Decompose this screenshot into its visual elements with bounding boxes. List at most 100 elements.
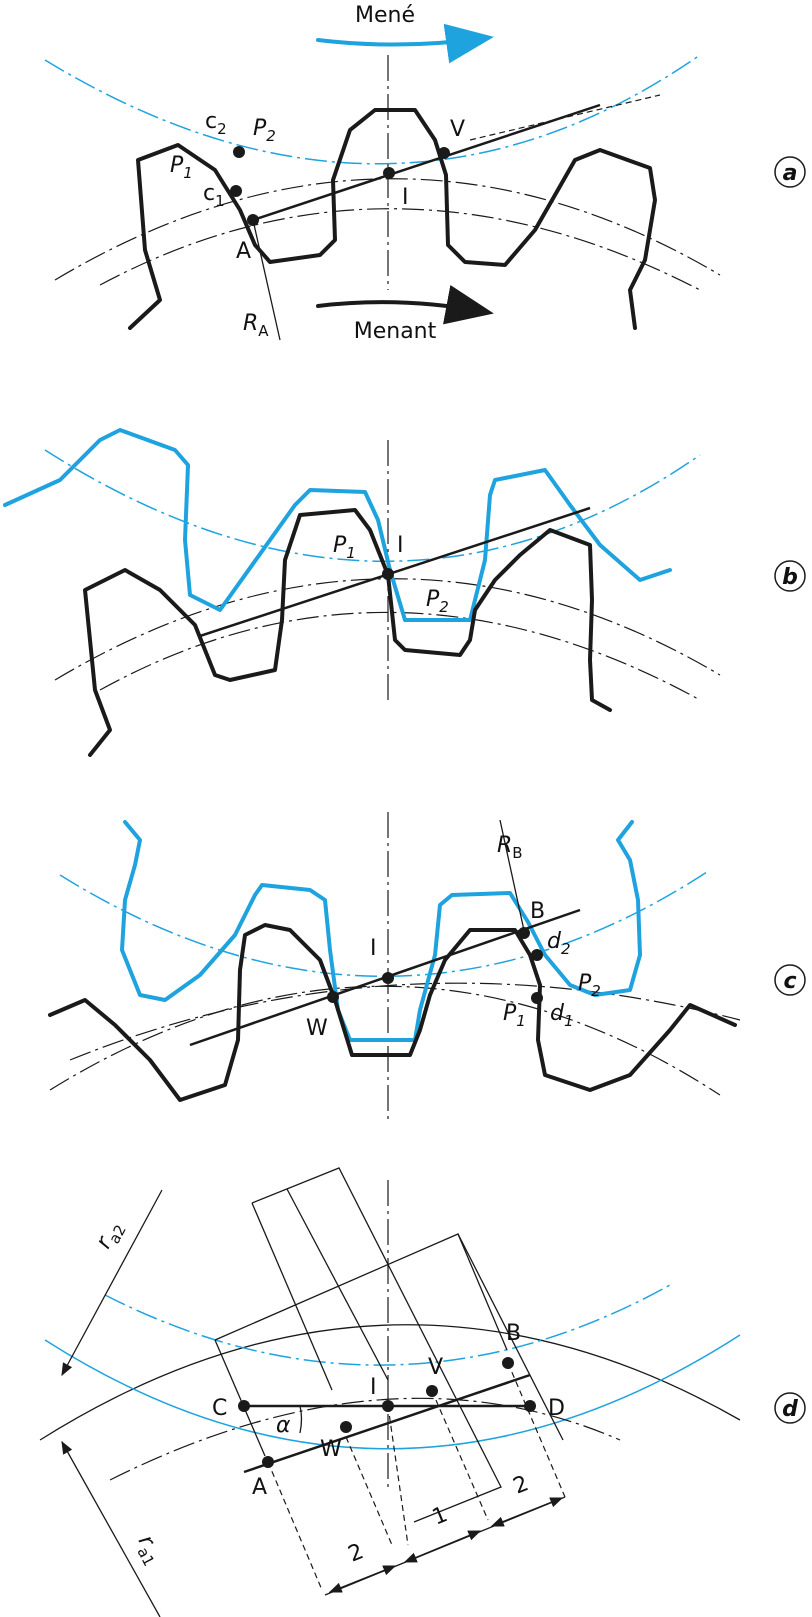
driven-label: Mené — [355, 3, 415, 28]
label-I-a: I — [402, 185, 409, 210]
driver-label: Menant — [354, 319, 437, 344]
point-d2 — [531, 949, 543, 961]
pinion-root-circle-b — [99, 611, 701, 701]
point-A-d — [262, 1456, 274, 1468]
label-P1-a: P1 — [170, 153, 193, 182]
label-c2: c2 — [205, 109, 227, 138]
dash-proj-B — [507, 1362, 566, 1498]
pinion-root-circle — [99, 208, 701, 291]
point-I-c — [382, 972, 394, 984]
projection-rect-1 — [251, 1167, 502, 1523]
wheel-teeth-b — [3, 428, 672, 622]
pinion-teeth-a — [128, 108, 657, 330]
line-of-action-ext-a — [469, 94, 661, 141]
point-D — [524, 1400, 536, 1412]
point-C — [238, 1400, 250, 1412]
dash-proj-A — [267, 1461, 323, 1591]
line-of-action-d — [243, 1373, 531, 1474]
label-d2: d2 — [547, 929, 571, 958]
label-V-d: V — [428, 1355, 443, 1380]
label-A-a: A — [236, 239, 251, 264]
label-P1-c: P1 — [503, 1001, 526, 1030]
panel-label-a: a — [783, 161, 798, 186]
panel-a: Mené c2 P2 P1 c1 A I V RA Menant a — [44, 3, 806, 344]
point-B-d — [502, 1357, 514, 1369]
dash-proj-W — [345, 1436, 393, 1546]
wheel-pitch-circle — [44, 54, 701, 165]
panel-c: RB B I W d2 P2 P1 d1 c — [48, 812, 806, 1120]
pinion-teeth-b — [83, 508, 612, 757]
point-I-d — [382, 1400, 394, 1412]
label-P2-c: P2 — [578, 971, 601, 1000]
label-C: C — [212, 1396, 227, 1421]
dash-proj-I — [387, 1405, 409, 1546]
label-P2-a: P2 — [253, 116, 276, 145]
dim-label-2: 1 — [429, 1502, 451, 1530]
driven-arrow — [316, 23, 494, 64]
radius-ra1-line — [61, 1440, 161, 1617]
wheel-teeth-c — [120, 820, 642, 1042]
label-RA: RA — [243, 311, 269, 340]
projection-line-3 — [214, 1339, 266, 1457]
label-I-b: I — [397, 533, 404, 558]
point-W-d — [340, 1421, 352, 1433]
point-A-a — [247, 214, 259, 226]
dim-label-1: 2 — [345, 1539, 367, 1567]
point-B-c — [518, 927, 530, 939]
label-ra1: ra1 — [129, 1531, 168, 1569]
pinion-addendum-circle — [39, 1324, 741, 1441]
dim-arrow-3 — [490, 1497, 564, 1527]
alpha-arc — [299, 1405, 303, 1434]
label-d1: d1 — [550, 1001, 574, 1030]
wheel-pitch-circle-c — [59, 869, 711, 977]
panel-badge-c — [774, 964, 806, 996]
panel-d: 2 1 2 ra2 ra1 α C D I V B W A d — [39, 1167, 806, 1617]
point-d1 — [531, 992, 543, 1004]
point-W-c — [327, 991, 339, 1003]
wheel-pitch-circle-d — [104, 1284, 671, 1366]
point-c1 — [230, 185, 242, 197]
panel-label-b: b — [782, 565, 798, 590]
projection-line-1 — [251, 1202, 333, 1391]
panel-badge-b — [774, 560, 806, 592]
point-c2 — [233, 146, 245, 158]
dim-arrow-1 — [328, 1565, 397, 1593]
label-B-c: B — [530, 899, 545, 924]
point-I-a — [383, 167, 395, 179]
label-c1: c1 — [203, 181, 225, 210]
label-I-c: I — [370, 936, 377, 961]
wheel-addendum-circle — [44, 1334, 741, 1450]
point-V-d — [426, 1385, 438, 1397]
projection-line-4 — [457, 1233, 508, 1351]
pinion-root-circle-c — [69, 982, 741, 1061]
dim-arrow-2 — [403, 1530, 482, 1563]
label-I-d: I — [370, 1375, 377, 1400]
dash-proj-V — [431, 1390, 489, 1521]
label-P1-b: P1 — [333, 533, 356, 562]
panel-label-d: d — [782, 1397, 798, 1422]
panel-b: P1 I P2 b — [3, 428, 806, 757]
panel-label-c: c — [783, 969, 796, 994]
point-V-a — [438, 147, 450, 159]
label-RB: RB — [497, 833, 523, 862]
label-W-c: W — [306, 1016, 328, 1041]
radius-rb-line — [499, 819, 526, 936]
panel-badge-d — [774, 1392, 806, 1424]
line-of-action-a — [252, 103, 601, 222]
radius-ra2-line — [61, 1189, 163, 1377]
line-of-action-b — [199, 506, 591, 638]
point-I-b — [382, 568, 394, 580]
label-B-d: B — [506, 1321, 521, 1346]
pinion-teeth-c — [48, 923, 737, 1102]
label-P2-b: P2 — [426, 587, 449, 616]
label-D: D — [548, 1396, 565, 1421]
projection-line-2 — [286, 1188, 389, 1381]
pinion-pitch-circle-d — [109, 1397, 621, 1481]
driver-arrow — [316, 285, 494, 325]
label-A-d: A — [252, 1475, 267, 1500]
label-ra2: ra2 — [91, 1217, 130, 1255]
panel-badge-a — [774, 156, 806, 188]
radius-ra-line — [252, 219, 281, 341]
label-V-a: V — [450, 117, 465, 142]
